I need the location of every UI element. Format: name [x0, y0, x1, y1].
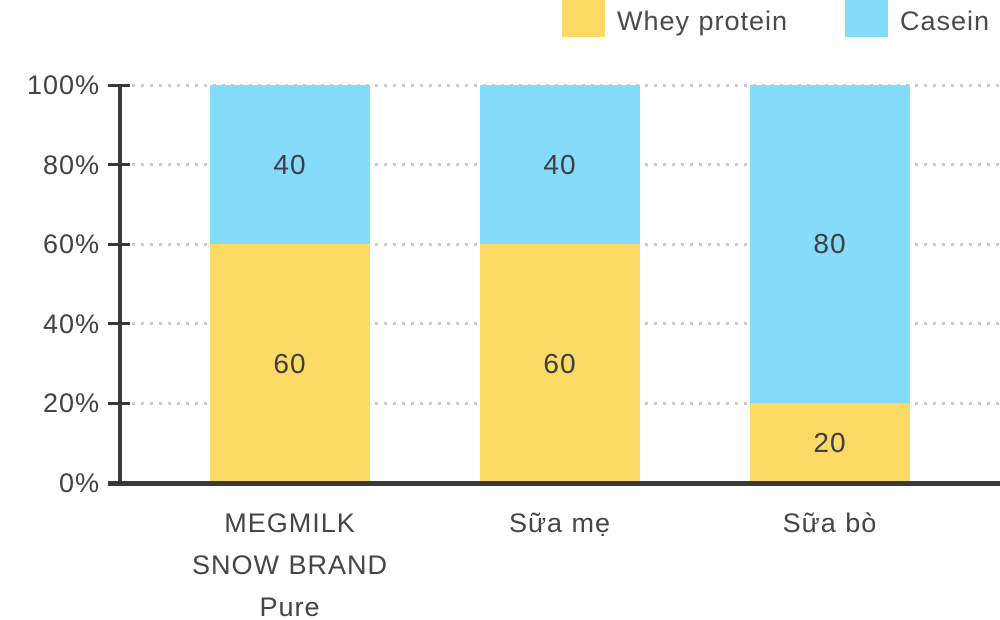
- y-tick-40: [108, 322, 130, 325]
- y-tick-80: [108, 163, 130, 166]
- bar-megmilk-snow-brand-pure: 40 60: [210, 85, 370, 483]
- bar-sua-me-whey-segment: 60: [480, 244, 640, 483]
- x-label-sua-me: Sữa mẹ: [430, 502, 690, 544]
- value-label-megmilk-casein: 40: [273, 148, 307, 180]
- bar-sua-me: 40 60: [480, 85, 640, 483]
- x-label-megmilk-snow-brand-pure: MEGMILK SNOW BRAND Pure: [160, 502, 420, 620]
- bar-megmilk-casein-segment: 40: [210, 85, 370, 245]
- value-label-sua-bo-whey: 20: [813, 427, 847, 459]
- y-tick-label-60: 60%: [42, 229, 100, 259]
- value-label-sua-me-casein: 40: [543, 148, 577, 180]
- x-label-line: Pure: [259, 592, 321, 620]
- value-label-sua-bo-casein: 80: [813, 228, 847, 260]
- y-tick-label-0: 0%: [58, 468, 100, 498]
- bar-megmilk-whey-segment: 60: [210, 244, 370, 483]
- x-label-line: Sữa mẹ: [508, 508, 612, 538]
- y-tick-100: [108, 84, 130, 87]
- y-tick-0: [108, 482, 130, 485]
- x-label-line: Sữa bò: [782, 508, 878, 538]
- bar-sua-bo-whey-segment: 20: [750, 403, 910, 483]
- x-label-line: SNOW BRAND: [191, 550, 388, 580]
- value-label-megmilk-whey: 60: [273, 347, 307, 379]
- legend-label-casein: Casein: [900, 6, 991, 36]
- x-label-line: MEGMILK: [224, 508, 356, 538]
- y-axis-line: [118, 85, 122, 483]
- y-tick-label-20: 20%: [42, 388, 100, 418]
- bar-sua-bo-casein-segment: 80: [750, 85, 910, 404]
- x-axis-line: [108, 481, 1000, 486]
- value-label-sua-me-whey: 60: [543, 347, 577, 379]
- x-label-sua-bo: Sữa bò: [700, 502, 960, 544]
- legend-swatch-whey-protein: [562, 0, 605, 37]
- bar-sua-bo: 80 20: [750, 85, 910, 483]
- y-tick-20: [108, 402, 130, 405]
- y-tick-label-80: 80%: [42, 150, 100, 180]
- legend-swatch-casein: [845, 0, 888, 37]
- y-tick-label-100: 100%: [26, 70, 100, 100]
- bar-sua-me-casein-segment: 40: [480, 85, 640, 245]
- y-tick-label-40: 40%: [42, 309, 100, 339]
- legend-label-whey-protein: Whey protein: [617, 6, 789, 36]
- y-tick-60: [108, 243, 130, 246]
